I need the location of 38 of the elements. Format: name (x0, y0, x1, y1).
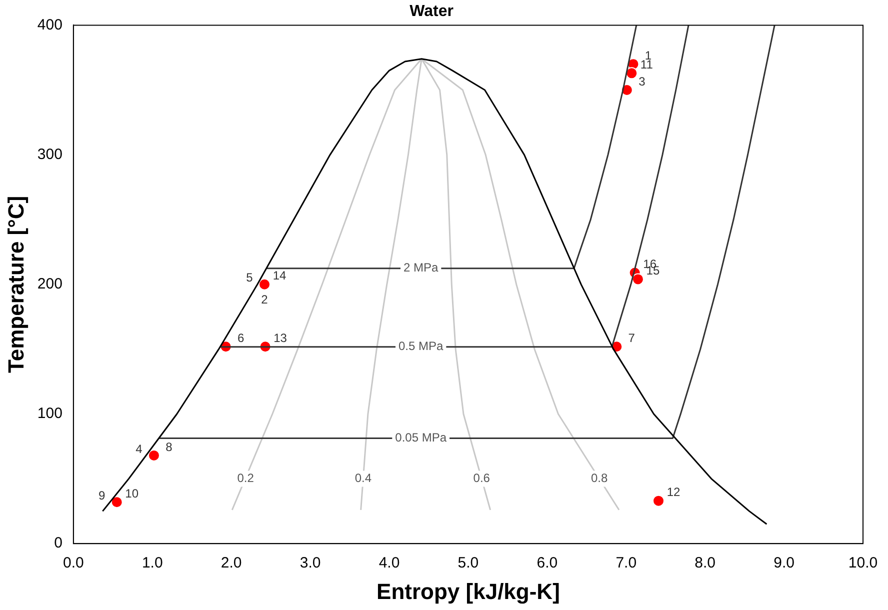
annotation: 3 (638, 74, 646, 88)
x-tick-label: 9.0 (774, 554, 794, 572)
annotation: 2 MPa (403, 260, 439, 275)
annotation: 9 (98, 488, 106, 502)
y-tick-label: 300 (37, 146, 62, 163)
annotation: 0.05 MPa (395, 430, 447, 445)
x-tick-label: 1.0 (142, 554, 163, 572)
annotation: 2 (261, 292, 268, 307)
x-tick-label: 8.0 (694, 554, 716, 572)
y-tick-label: 100 (37, 405, 62, 422)
annotation: 6 (237, 330, 244, 345)
chart-title: Water (410, 3, 454, 20)
annotation: 0.2 (237, 471, 254, 486)
annotation: 7 (628, 330, 636, 345)
annotation: 4 (136, 442, 143, 456)
annotation: 5 (246, 270, 254, 285)
annotation: 0.6 (473, 471, 490, 486)
x-tick-label: 6.0 (536, 554, 558, 572)
annotation: 8 (166, 440, 173, 454)
annotation: 13 (274, 330, 288, 345)
annotation: 12 (666, 485, 680, 500)
x-tick-label: 0.0 (62, 554, 84, 572)
x-tick-label: 3.0 (300, 554, 321, 572)
annotation: 10 (125, 486, 139, 500)
y-tick-label: 400 (37, 16, 62, 34)
x-tick-label: 7.0 (616, 554, 637, 572)
annotation: 0.8 (590, 471, 608, 486)
x-tick-label: 4.0 (378, 554, 400, 572)
x-tick-label: 5.0 (458, 554, 479, 572)
y-tick-label: 0 (54, 534, 62, 552)
x-tick-label: 2.0 (220, 554, 242, 572)
annotation: 0.5 MPa (398, 339, 444, 354)
x-axis-title: Entropy [kJ/kg-K] (376, 578, 560, 604)
y-axis-title: Temperature [°C] (3, 196, 28, 373)
annotation: 0.4 (354, 471, 372, 486)
y-tick-label: 200 (37, 276, 62, 293)
annotation: 14 (272, 268, 286, 283)
x-tick-label: 10.0 (848, 554, 878, 572)
